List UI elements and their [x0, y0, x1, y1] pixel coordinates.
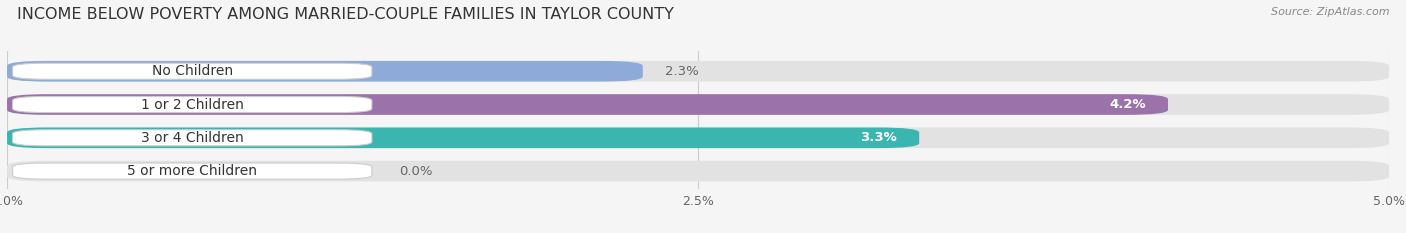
FancyBboxPatch shape — [13, 163, 373, 179]
FancyBboxPatch shape — [7, 161, 1389, 182]
Text: INCOME BELOW POVERTY AMONG MARRIED-COUPLE FAMILIES IN TAYLOR COUNTY: INCOME BELOW POVERTY AMONG MARRIED-COUPL… — [17, 7, 673, 22]
FancyBboxPatch shape — [7, 127, 1389, 148]
Text: Source: ZipAtlas.com: Source: ZipAtlas.com — [1271, 7, 1389, 17]
Text: 2.3%: 2.3% — [665, 65, 699, 78]
FancyBboxPatch shape — [7, 61, 643, 82]
FancyBboxPatch shape — [7, 94, 1389, 115]
Text: 1 or 2 Children: 1 or 2 Children — [141, 98, 243, 112]
FancyBboxPatch shape — [13, 63, 373, 79]
Text: No Children: No Children — [152, 64, 233, 78]
FancyBboxPatch shape — [7, 94, 1168, 115]
Text: 0.0%: 0.0% — [399, 164, 433, 178]
Text: 4.2%: 4.2% — [1109, 98, 1146, 111]
FancyBboxPatch shape — [7, 61, 1389, 82]
Text: 3 or 4 Children: 3 or 4 Children — [141, 131, 243, 145]
Text: 5 or more Children: 5 or more Children — [127, 164, 257, 178]
FancyBboxPatch shape — [7, 127, 920, 148]
Text: 3.3%: 3.3% — [860, 131, 897, 144]
FancyBboxPatch shape — [13, 130, 373, 146]
FancyBboxPatch shape — [13, 96, 373, 113]
